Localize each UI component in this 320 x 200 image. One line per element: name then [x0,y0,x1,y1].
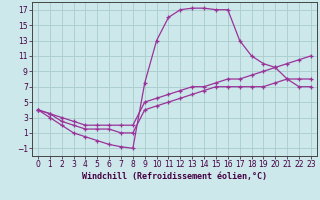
X-axis label: Windchill (Refroidissement éolien,°C): Windchill (Refroidissement éolien,°C) [82,172,267,181]
